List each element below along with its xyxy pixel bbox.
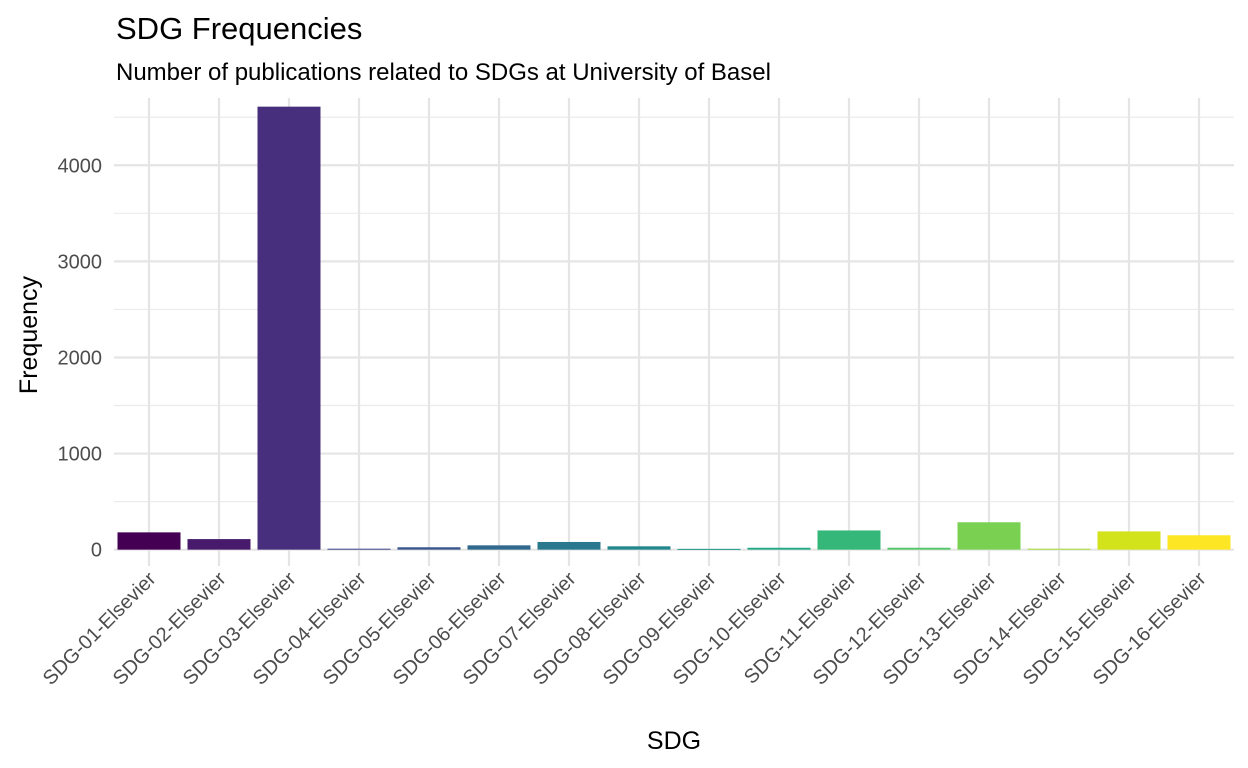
x-axis-title: SDG bbox=[647, 727, 701, 755]
y-tick-label: 0 bbox=[91, 540, 102, 562]
bar bbox=[607, 546, 671, 550]
y-axis-title: Frequency bbox=[15, 275, 43, 394]
bar bbox=[957, 522, 1021, 550]
bar bbox=[1027, 548, 1091, 550]
bar bbox=[817, 530, 881, 550]
bar bbox=[747, 547, 811, 550]
x-axis-ticks: SDG-01-ElsevierSDG-02-ElsevierSDG-03-Els… bbox=[39, 568, 1211, 690]
bar bbox=[1097, 531, 1161, 550]
bar bbox=[537, 541, 601, 550]
bar bbox=[467, 545, 531, 550]
bar bbox=[117, 532, 181, 550]
bar bbox=[887, 547, 951, 550]
chart-title: SDG Frequencies bbox=[116, 11, 363, 46]
bar bbox=[397, 547, 461, 550]
bar bbox=[1167, 535, 1231, 550]
y-tick-label: 3000 bbox=[58, 251, 103, 273]
bar bbox=[677, 548, 741, 550]
y-tick-label: 4000 bbox=[58, 155, 103, 177]
bars bbox=[117, 106, 1231, 550]
y-axis-ticks: 0 1000 2000 3000 4000 bbox=[58, 155, 103, 561]
bar bbox=[257, 106, 321, 550]
chart-subtitle: Number of publications related to SDGs a… bbox=[116, 59, 771, 86]
bar bbox=[187, 539, 251, 550]
y-tick-label: 2000 bbox=[58, 347, 103, 369]
y-tick-label: 1000 bbox=[58, 444, 103, 466]
bar bbox=[327, 548, 391, 550]
